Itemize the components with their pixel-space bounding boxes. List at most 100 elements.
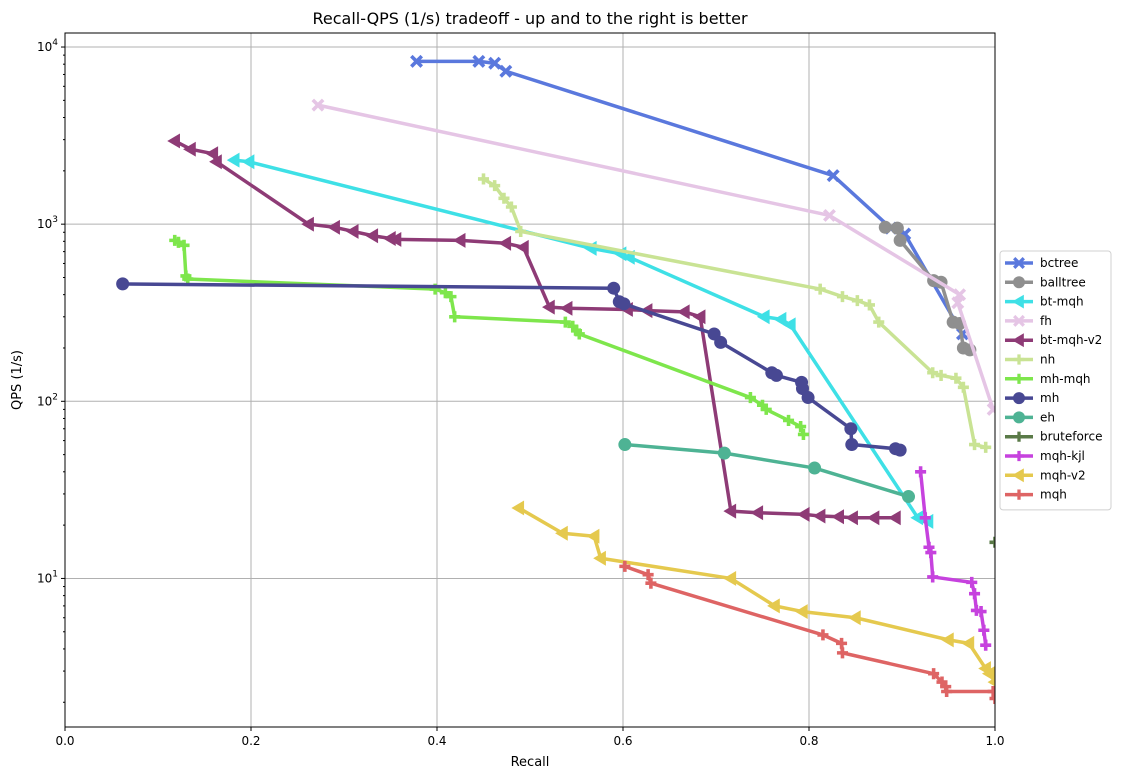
data-point-mh <box>607 281 621 295</box>
data-point-mqh <box>941 685 953 698</box>
legend-label: mh <box>1040 391 1059 405</box>
data-point-mh-mqh <box>797 428 809 440</box>
legend-swatch-marker <box>1013 411 1025 424</box>
data-point-bctree <box>410 54 424 68</box>
chart-title: Recall-QPS (1/s) tradeoff - up and to th… <box>312 9 747 28</box>
y-tick-label: 104 <box>37 38 58 54</box>
data-point-fh <box>986 402 995 416</box>
data-point-mh <box>617 297 631 311</box>
legend-swatch-marker <box>1012 468 1024 483</box>
data-point-mh-mqh <box>172 236 184 248</box>
x-tick-label: 0.2 <box>241 734 260 748</box>
legend-item-bt-mqh: bt-mqh <box>1005 295 1084 309</box>
data-point-bt-mqh-v2 <box>692 309 706 325</box>
data-point-bt-mqh-v2 <box>542 299 555 315</box>
x-tick-label: 0.4 <box>427 734 446 748</box>
data-point-bt-mqh-v2 <box>812 508 826 524</box>
data-point-nh <box>980 441 992 453</box>
data-point-bt-mqh-v2 <box>383 231 396 246</box>
data-point-bctree <box>488 56 502 70</box>
y-tick-base: 10 <box>37 571 52 585</box>
series-line-bctree <box>416 59 964 335</box>
data-point-nh <box>498 192 510 204</box>
legend-swatch-marker <box>1012 294 1024 309</box>
legend-item-bt-mqh-v2: bt-mqh-v2 <box>1005 333 1102 347</box>
data-point-bt-mqh <box>241 154 255 170</box>
data-point-mh <box>844 422 858 436</box>
data-point-mqh-v2 <box>723 570 737 586</box>
data-point-mqh-kjl <box>969 588 981 600</box>
series-line-mqh-kjl <box>918 471 988 646</box>
legend-label: eh <box>1040 410 1055 424</box>
data-point-bt-mqh <box>782 317 796 333</box>
series-line-bt-mqh <box>234 158 929 524</box>
data-point-bt-mqh-v2 <box>327 219 340 235</box>
legend-item-mh-mqh: mh-mqh <box>1005 372 1091 386</box>
legend-swatch-marker <box>1013 489 1025 500</box>
data-point-bctree <box>499 64 513 78</box>
data-point-bt-mqh <box>910 510 924 526</box>
data-point-nh <box>489 180 501 192</box>
data-point-balltree <box>893 233 907 247</box>
legend-item-mqh: mqh <box>1005 488 1067 502</box>
data-point-bt-mqh-v2 <box>365 228 379 244</box>
y-tick-label: 102 <box>37 392 58 408</box>
data-point-mqh-v2 <box>848 610 861 626</box>
data-point-bt-mqh-v2 <box>167 133 180 149</box>
data-point-mh <box>893 443 907 457</box>
data-point-mh-mqh <box>445 291 457 303</box>
data-point-fh <box>822 208 836 222</box>
data-point-mh <box>769 368 783 382</box>
y-tick-label: 103 <box>37 215 58 231</box>
y-tick-exponent: 2 <box>52 392 58 402</box>
grid <box>64 33 996 727</box>
data-point-mqh-v2 <box>961 635 975 651</box>
data-point-nh <box>515 225 527 237</box>
data-point-fh <box>311 98 325 112</box>
data-point-nh <box>935 369 947 381</box>
series-eh <box>618 438 916 504</box>
series-mqh-v2 <box>511 500 995 687</box>
y-tick-exponent: 1 <box>52 569 58 579</box>
y-axis-label: QPS (1/s) <box>10 350 25 410</box>
legend-swatch-marker <box>1013 257 1025 269</box>
series-line-mqh <box>624 564 995 699</box>
data-point-eh <box>808 461 822 475</box>
y-tick-exponent: 4 <box>52 38 58 48</box>
data-point-mqh-v2 <box>981 666 995 682</box>
data-point-bt-mqh <box>773 311 787 327</box>
data-point-bctree <box>826 169 840 183</box>
data-point-bt-mqh-v2 <box>866 510 880 526</box>
x-tick-label: 0.0 <box>55 734 74 748</box>
legend-label: mh-mqh <box>1040 372 1091 386</box>
data-point-mqh <box>836 647 849 659</box>
data-point-bt-mqh-v2 <box>345 223 359 239</box>
data-point-mqh-kjl <box>927 571 939 583</box>
legend-item-mqh-kjl: mqh-kjl <box>1005 449 1085 463</box>
data-point-bt-mqh-v2 <box>498 235 512 251</box>
data-point-mqh-v2 <box>511 500 525 516</box>
data-point-mqh-kjl <box>915 466 927 478</box>
legend-item-bctree: bctree <box>1005 256 1078 270</box>
data-point-mh-mqh <box>439 287 451 299</box>
series-bt-mqh-v2 <box>167 133 901 526</box>
data-point-nh <box>863 299 875 311</box>
data-point-nh <box>957 381 969 393</box>
series-layer <box>116 54 995 705</box>
data-point-bt-mqh-v2 <box>388 231 402 247</box>
legend-swatch-marker <box>1013 354 1025 365</box>
data-point-mqh-kjl <box>919 512 931 524</box>
data-point-bt-mqh-v2 <box>183 141 196 157</box>
legend-swatch-marker <box>1013 373 1025 384</box>
y-tick-base: 10 <box>37 40 52 54</box>
series-line-nh <box>482 177 987 449</box>
data-point-eh <box>618 438 632 452</box>
series-mqh <box>619 560 995 705</box>
data-point-mqh-v2 <box>586 528 600 544</box>
legend-label: bctree <box>1040 256 1078 270</box>
data-point-balltree <box>890 221 904 235</box>
legend-item-mh: mh <box>1005 391 1059 405</box>
legend-item-fh: fh <box>1005 314 1052 328</box>
data-point-mh-mqh <box>559 316 571 328</box>
